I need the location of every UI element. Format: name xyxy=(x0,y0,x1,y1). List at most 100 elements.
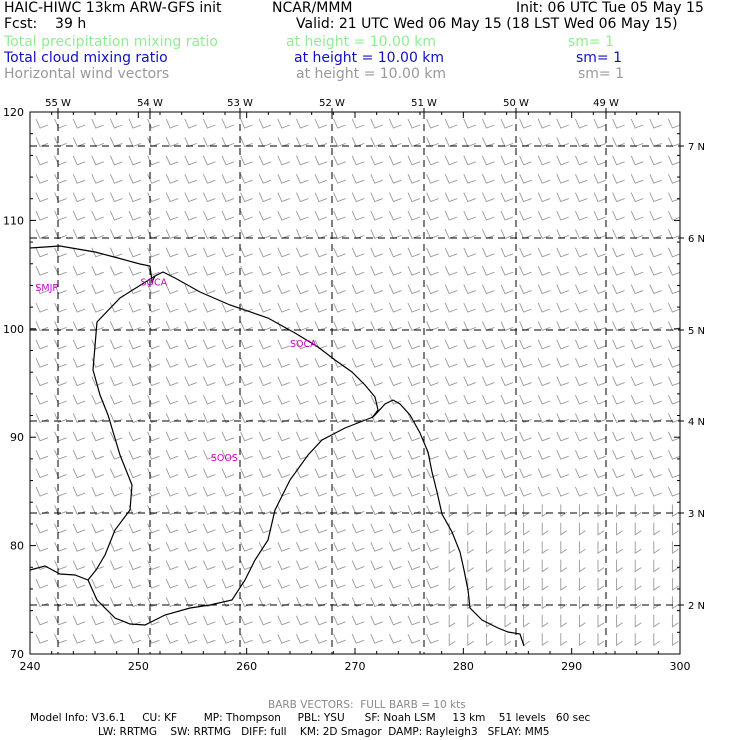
wind-barb xyxy=(370,174,383,184)
wind-barb xyxy=(184,394,197,405)
wind-barb xyxy=(426,321,439,331)
wind-barb xyxy=(91,413,104,423)
wind-barb xyxy=(221,505,235,515)
wind-barb xyxy=(35,302,49,313)
wind-barb xyxy=(649,192,662,203)
wind-barb xyxy=(277,137,290,147)
wind-barb xyxy=(91,431,104,442)
wind-barb xyxy=(35,523,49,534)
wind-barb xyxy=(574,431,588,442)
wind-barb xyxy=(202,210,216,221)
wind-barb xyxy=(519,376,532,387)
wind-barb xyxy=(184,450,197,460)
wind-barb xyxy=(649,302,662,313)
x-tick-label: 300 xyxy=(670,660,691,673)
wind-barb xyxy=(388,155,402,166)
wind-barb xyxy=(202,450,216,460)
wind-barb xyxy=(72,486,86,497)
wind-barb xyxy=(407,192,421,203)
wind-barb xyxy=(258,597,272,607)
wind-barb xyxy=(109,468,123,479)
wind-barb xyxy=(258,468,272,479)
wind-barb xyxy=(333,302,346,313)
field-wind-sm: sm= 1 xyxy=(578,66,625,82)
wind-barb xyxy=(593,413,607,423)
wind-barb xyxy=(593,118,607,129)
wind-barb xyxy=(593,486,607,497)
longitude-label: 52 W xyxy=(319,98,345,109)
wind-barb xyxy=(221,431,235,442)
wind-barb xyxy=(500,358,514,368)
wind-barb xyxy=(240,174,253,184)
wind-barb xyxy=(314,376,328,387)
wind-barb xyxy=(184,468,197,479)
wind-barb xyxy=(426,634,439,644)
wind-barb xyxy=(202,413,216,423)
wind-barb xyxy=(667,266,681,276)
wind-barb xyxy=(333,118,346,129)
wind-barb xyxy=(277,229,290,239)
wind-barb xyxy=(426,358,439,368)
wind-barb xyxy=(574,155,588,166)
wind-barb xyxy=(240,339,253,350)
wind-barb xyxy=(240,394,253,405)
wind-barb xyxy=(277,578,290,589)
wind-barb xyxy=(147,321,160,331)
wind-barb xyxy=(504,633,512,647)
wind-barb xyxy=(500,450,514,460)
wind-barb xyxy=(500,486,514,497)
wind-barb xyxy=(351,376,365,387)
wind-barb xyxy=(388,468,402,479)
wind-barb xyxy=(426,302,439,313)
wind-barb xyxy=(258,358,272,368)
wind-barb xyxy=(556,486,569,497)
wind-barb xyxy=(500,468,514,479)
wind-barb xyxy=(370,266,383,276)
wind-barb xyxy=(314,542,328,552)
wind-barb xyxy=(560,578,568,591)
wind-barb xyxy=(277,155,290,166)
wind-barb xyxy=(35,284,49,295)
wind-barb xyxy=(35,192,49,203)
wind-barb xyxy=(258,486,272,497)
wind-barb xyxy=(221,450,235,460)
wind-barb xyxy=(407,321,421,331)
wind-barb xyxy=(444,486,458,497)
wind-barb xyxy=(388,615,402,626)
wind-barb xyxy=(407,247,421,258)
station-label: SOCA xyxy=(141,277,168,288)
wind-barb xyxy=(388,210,402,221)
wind-barb xyxy=(370,597,383,607)
wind-barb xyxy=(258,192,272,203)
wind-barb xyxy=(407,229,421,239)
wind-barb xyxy=(128,615,142,626)
wind-barb xyxy=(560,559,568,573)
wind-barb xyxy=(128,542,142,552)
wind-barb xyxy=(277,247,290,258)
wind-barb xyxy=(35,431,49,442)
wind-barb xyxy=(612,302,625,313)
wind-barb xyxy=(481,468,495,479)
wind-barb xyxy=(407,578,421,589)
wind-barb xyxy=(295,339,309,350)
wind-barb xyxy=(147,137,160,147)
wind-barb xyxy=(407,634,421,644)
wind-barb xyxy=(91,192,104,203)
wind-barb xyxy=(72,394,86,405)
wind-barb xyxy=(72,413,86,423)
wind-barb xyxy=(258,302,272,313)
wind-barb xyxy=(500,431,514,442)
wind-barb xyxy=(147,578,160,589)
wind-barb xyxy=(667,284,681,295)
wind-barb xyxy=(649,174,662,184)
wind-barb xyxy=(556,358,569,368)
wind-barb xyxy=(500,118,514,129)
wind-barb xyxy=(574,450,588,460)
wind-barb xyxy=(277,505,290,515)
wind-barb xyxy=(667,339,681,350)
wind-barb xyxy=(91,137,104,147)
wind-barb xyxy=(519,284,532,295)
wind-barb xyxy=(35,450,49,460)
wind-barb xyxy=(370,413,383,423)
wind-barb xyxy=(407,431,421,442)
